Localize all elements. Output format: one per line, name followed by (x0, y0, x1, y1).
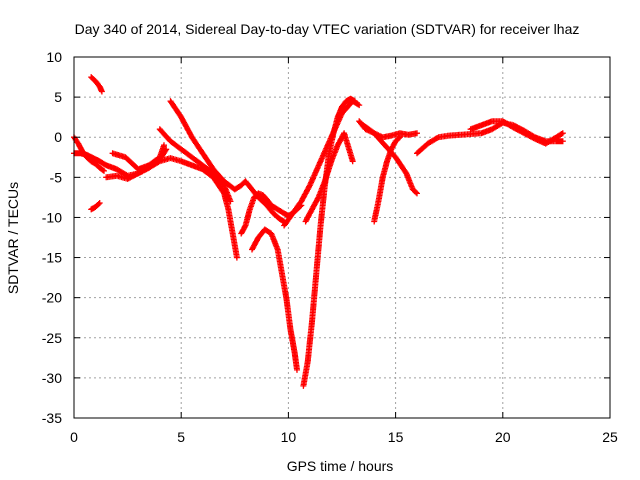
chart-title: Day 340 of 2014, Sidereal Day-to-day VTE… (75, 21, 580, 37)
series-markers (360, 122, 420, 197)
series-markers (88, 200, 103, 213)
x-axis-label: GPS time / hours (287, 458, 394, 474)
x-tick-label: 10 (281, 429, 297, 445)
y-tick-label: -10 (42, 209, 62, 225)
y-axis-label: SDTVAR / TECUs (5, 182, 21, 294)
series-markers (156, 126, 234, 205)
y-tick-label: -30 (42, 370, 62, 386)
series-markers (109, 142, 167, 173)
series-arc-7 (156, 126, 234, 205)
y-tick-label: 10 (46, 49, 62, 65)
series-arc-10 (249, 226, 300, 373)
y-tick-label: -25 (42, 330, 62, 346)
series-arc-13 (302, 130, 356, 225)
x-tick-label: 20 (495, 429, 511, 445)
series-arc-3 (88, 74, 105, 95)
grid-lines (74, 57, 610, 418)
y-tick-label: 0 (54, 129, 62, 145)
series-arc-17 (414, 119, 566, 157)
x-tick-label: 5 (177, 429, 185, 445)
series-markers (300, 95, 358, 389)
y-tick-label: -5 (50, 169, 63, 185)
series-arc-18 (467, 118, 566, 147)
x-tick-label: 25 (602, 429, 618, 445)
series-markers (249, 226, 300, 373)
x-tick-label: 15 (388, 429, 404, 445)
series-arc-4 (88, 200, 103, 213)
y-tick-label: 5 (54, 89, 62, 105)
y-tick-label: -35 (42, 410, 62, 426)
series-markers (302, 130, 356, 225)
series-markers (467, 118, 566, 147)
series-arc-6 (109, 142, 167, 173)
series-markers (414, 119, 566, 157)
y-tick-label: -20 (42, 290, 62, 306)
y-tick-label: -15 (42, 250, 62, 266)
plot-frame (73, 56, 611, 419)
series-arc-16 (360, 122, 420, 197)
series-layer (71, 74, 566, 389)
axis-ticks: 0 5 10 15 20 25 -35 -30 -25 -20 -15 -10 -5 0 5 10 (42, 49, 618, 445)
x-tick-label: 0 (70, 429, 78, 445)
series-arc-12 (300, 95, 358, 389)
series-markers (88, 74, 105, 95)
